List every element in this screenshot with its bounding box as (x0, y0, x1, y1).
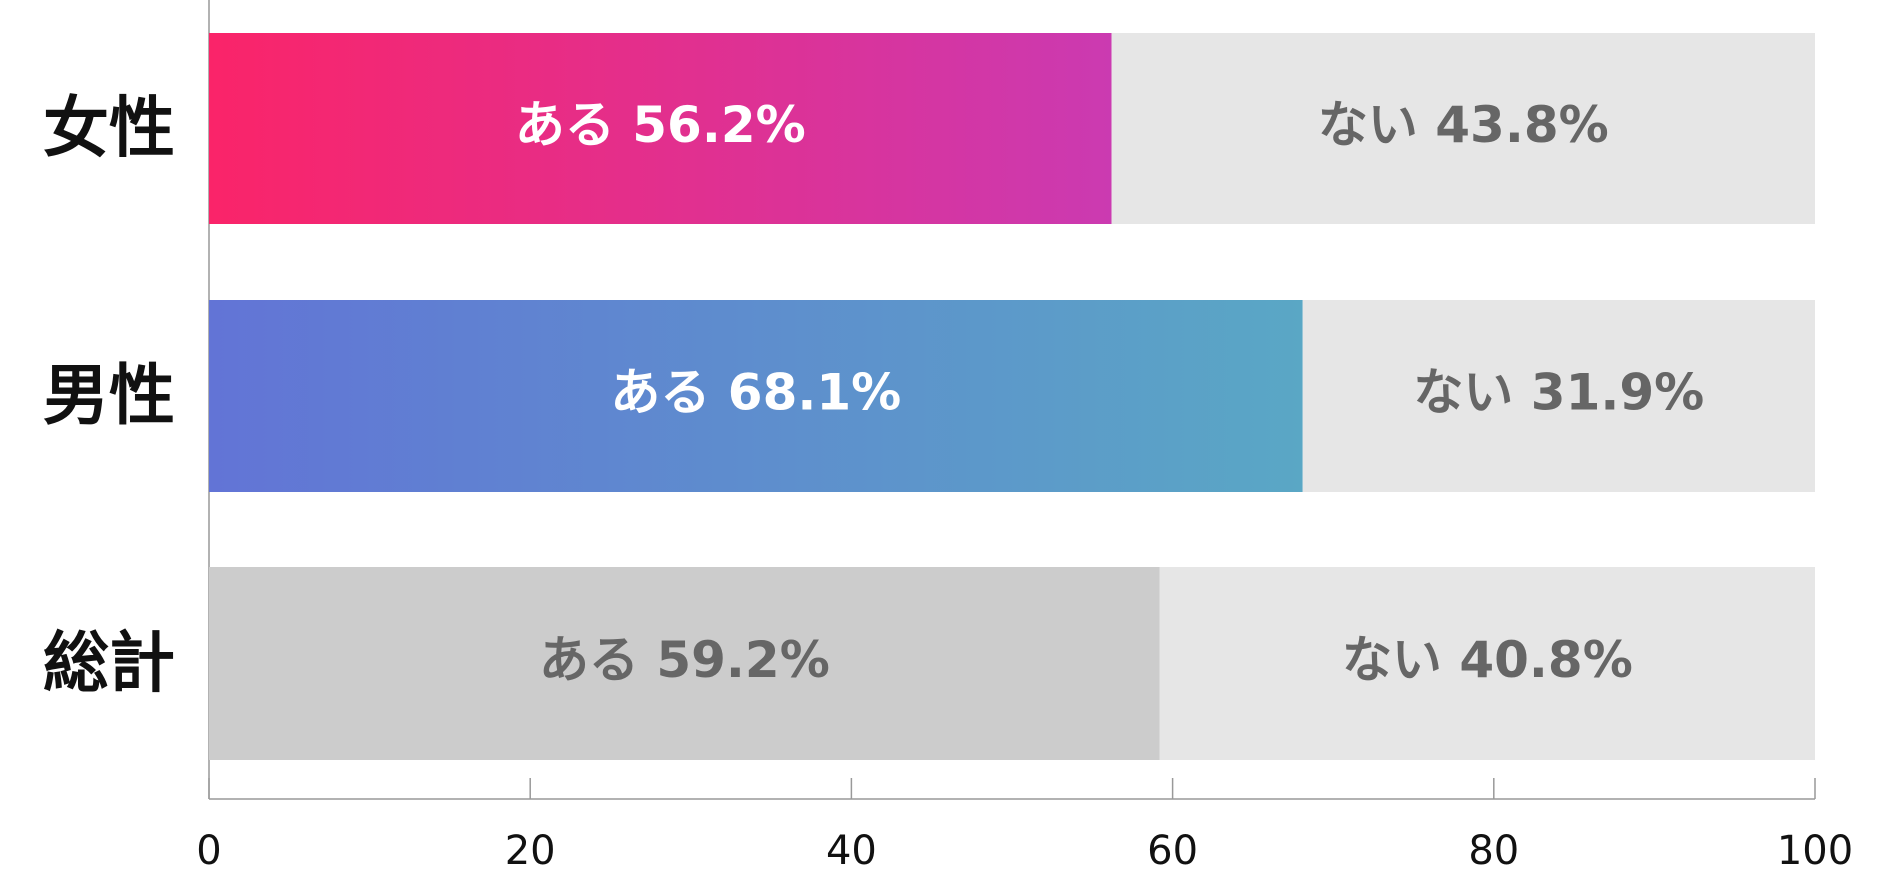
category-label: 女性 (43, 90, 175, 167)
category-label: 総計 (43, 625, 175, 702)
bar-segment (209, 567, 1160, 760)
value-label: ある 68.1% (610, 364, 901, 422)
x-tick-label: 60 (1147, 828, 1198, 874)
x-tick-label: 40 (826, 828, 877, 874)
value-label: ある 59.2% (539, 631, 830, 689)
bar-segment (1302, 300, 1815, 492)
value-label: ない 43.8% (1318, 96, 1609, 154)
bar-segment (1159, 567, 1815, 760)
x-tick-label: 100 (1777, 828, 1853, 874)
bar-segment (209, 300, 1303, 492)
x-tick-label: 20 (505, 828, 556, 874)
x-tick-label: 0 (196, 828, 221, 874)
x-tick-label: 80 (1468, 828, 1519, 874)
category-label: 男性 (43, 357, 175, 434)
bar-segment (209, 33, 1112, 224)
value-label: ない 40.8% (1342, 631, 1633, 689)
value-label: ある 56.2% (515, 96, 806, 154)
value-label: ない 31.9% (1413, 364, 1704, 422)
bar-segment (1111, 33, 1815, 224)
